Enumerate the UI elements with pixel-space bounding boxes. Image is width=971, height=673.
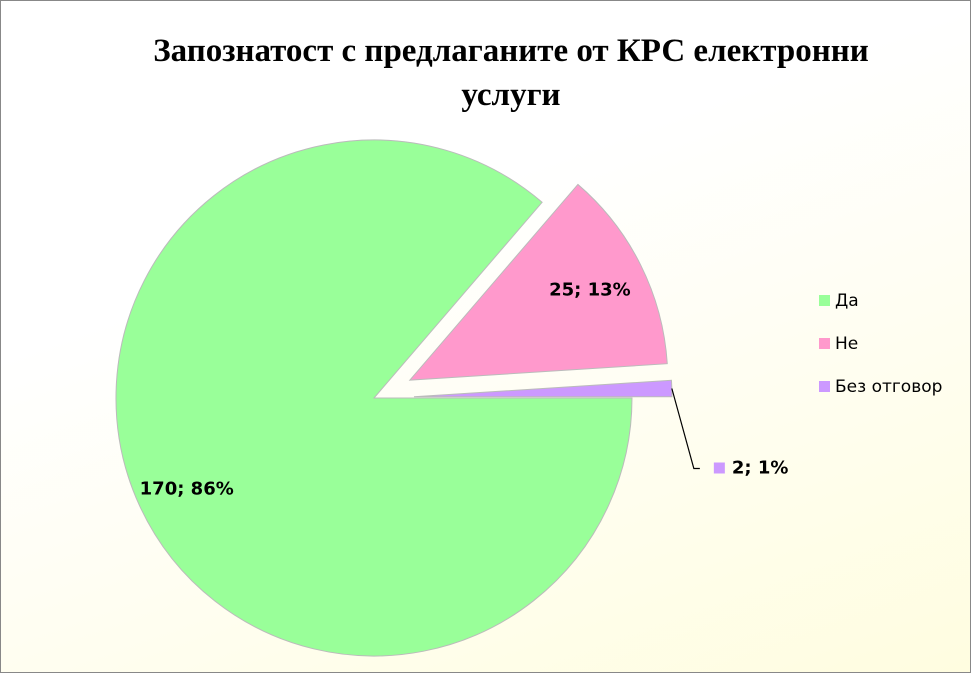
pie-slice: [115, 139, 633, 657]
legend-key: [819, 381, 830, 392]
legend-label: Да: [835, 291, 859, 311]
legend-key: [819, 295, 830, 306]
pie-slice: [408, 183, 668, 381]
leader-line: [671, 388, 700, 470]
legend-label: Не: [835, 334, 858, 354]
data-label: 25; 13%: [549, 279, 631, 300]
chart-title: Запознатост с предлаганите от КРС електр…: [153, 33, 869, 113]
legend-key: [819, 338, 830, 349]
legend-label: Без отговор: [835, 377, 942, 397]
data-label: 170; 86%: [140, 479, 234, 500]
label-key: [713, 462, 725, 474]
pie-slice: [413, 379, 673, 398]
data-label: 2; 1%: [732, 457, 789, 478]
